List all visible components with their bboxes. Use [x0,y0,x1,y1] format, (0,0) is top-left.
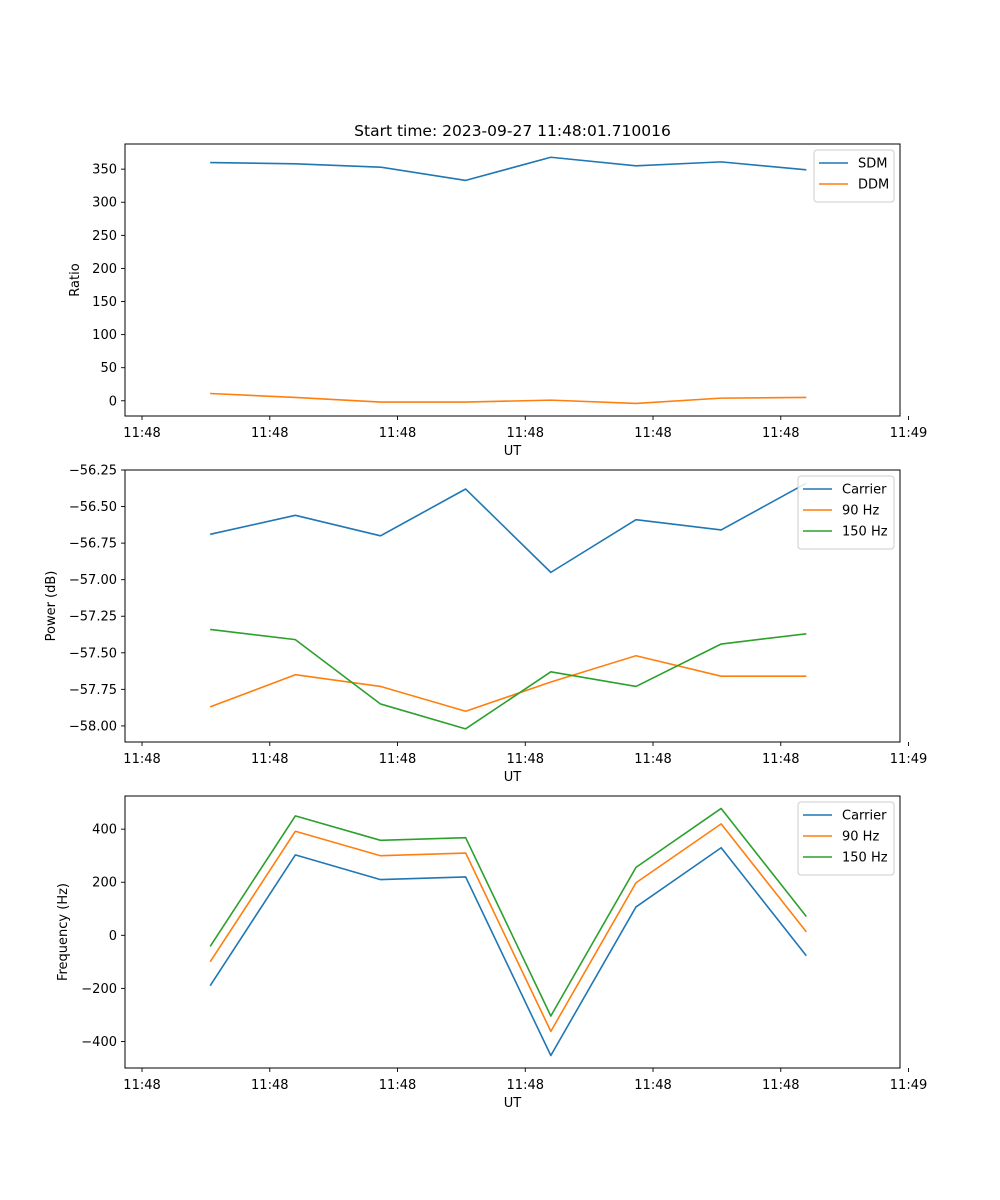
y-tick-label: −57.00 [69,573,117,588]
y-tick-label: −400 [81,1035,117,1050]
legend: SDM DDM [813,149,895,203]
power-panel: 11:48 11:48 11:48 11:48 11:48 11:48 11:49 −56.2… [44,464,927,786]
y-tick-label: −58.00 [69,719,117,734]
legend-label-ddm: DDM [858,178,889,193]
y-axis-label: Frequency (Hz) [56,883,71,981]
x-tick-label: 11:48 [762,426,799,441]
axes-frame [124,469,901,743]
x-tick-label: 11:48 [379,752,416,767]
y-tick-label: 150 [92,295,117,310]
x-tick-label: 11:49 [890,752,927,767]
legend-label-carrier: Carrier [842,483,887,498]
y-tick-label: −57.75 [69,683,117,698]
ratio-panel: 11:48 11:48 11:48 11:48 11:48 11:48 11:49 0 50 10… [68,143,927,459]
y-tick-label: 200 [92,876,117,891]
legend-label-carrier: Carrier [842,809,887,824]
x-tick-label: 11:49 [890,426,927,441]
y-tick-label: 350 [92,163,117,178]
axes-frame [124,143,901,417]
y-tick-label: −56.75 [69,537,117,552]
x-tick-label: 11:48 [123,1078,160,1093]
x-tick-label: 11:48 [634,752,671,767]
series-line-ddm [210,392,807,405]
series-line-90-hz [209,823,807,1033]
x-tick-label: 11:49 [890,1078,927,1093]
x-tick-label: 11:48 [762,1078,799,1093]
y-tick-label: −57.50 [69,646,117,661]
legend-label-90-hz: 90 Hz [842,830,879,845]
x-axis-label: UT [504,1096,522,1111]
series-line-carrier [209,482,807,574]
y-tick-label: −56.25 [69,464,117,479]
legend: Carrier 90 Hz 150 Hz [797,801,895,876]
legend-label-150-hz: 150 Hz [842,851,888,866]
series-line-150-hz [210,628,807,730]
legend-label-sdm: SDM [858,157,887,172]
x-tick-label: 11:48 [251,752,288,767]
x-tick-label: 11:48 [379,1078,416,1093]
y-tick-label: 0 [109,394,117,409]
x-axis-label: UT [504,444,522,459]
x-tick-label: 11:48 [507,752,544,767]
axes-frame [124,795,901,1069]
y-axis-label: Power (dB) [44,571,59,642]
x-tick-label: 11:48 [379,426,416,441]
frequency-panel: 11:48 11:48 11:48 11:48 11:48 11:48 11:49 −400 −… [56,795,927,1111]
series-line-90-hz [209,654,807,713]
y-axis-label: Ratio [68,263,83,296]
series-line-150-hz [209,807,807,1017]
legend-label-90-hz: 90 Hz [842,504,879,519]
x-tick-label: 11:48 [634,1078,671,1093]
legend-label-150-hz: 150 Hz [842,525,888,540]
series-line-sdm [210,156,807,182]
x-tick-label: 11:48 [251,1078,288,1093]
y-tick-label: −200 [81,982,117,997]
x-tick-label: 11:48 [507,426,544,441]
y-tick-label: 0 [109,929,117,944]
y-tick-label: 300 [92,196,117,211]
x-tick-label: 11:48 [634,426,671,441]
x-axis-label: UT [504,770,522,785]
y-tick-label: 200 [92,262,117,277]
x-tick-label: 11:48 [762,752,799,767]
y-tick-label: −56.50 [69,500,117,515]
figure-title: Start time: 2023-09-27 11:48:01.710016 [354,122,671,140]
y-tick-label: 50 [100,361,117,376]
x-tick-label: 11:48 [123,426,160,441]
y-tick-label: 400 [92,823,117,838]
legend: Carrier 90 Hz 150 Hz [797,475,895,550]
x-tick-label: 11:48 [507,1078,544,1093]
x-tick-label: 11:48 [123,752,160,767]
series-line-carrier [209,846,807,1057]
y-tick-label: 100 [92,328,117,343]
y-tick-label: −57.25 [69,610,117,625]
y-tick-label: 250 [92,229,117,244]
x-tick-label: 11:48 [251,426,288,441]
